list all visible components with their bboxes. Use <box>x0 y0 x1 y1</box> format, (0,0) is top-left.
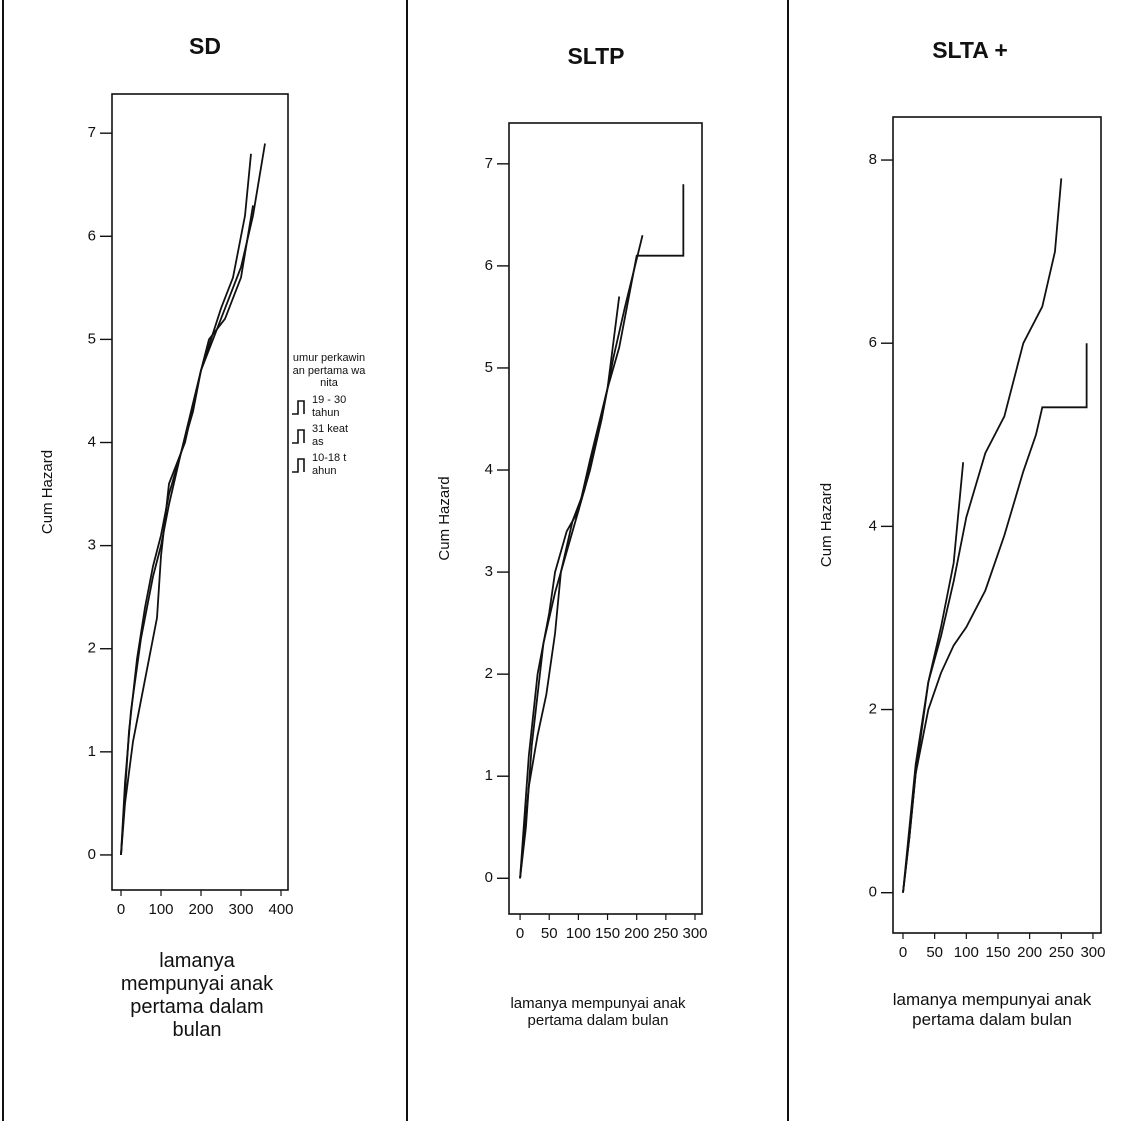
x-tick-label: 200 <box>624 925 649 942</box>
panel: SD 0 1 2 3 4 5 6 7 0 100 200 300 400 Cum Hazard lamanya… <box>39 33 368 1090</box>
legend-step-icon <box>292 430 304 443</box>
legend-title: umur perkawinan pertama wanita <box>290 352 368 390</box>
y-tick-label: 7 <box>88 124 96 141</box>
y-tick-label: 3 <box>88 537 96 554</box>
x-tick-label: 100 <box>566 925 591 942</box>
x-tick-label: 300 <box>228 901 253 918</box>
hazard-line <box>903 343 1087 892</box>
x-tick-label: 0 <box>117 901 125 918</box>
y-tick-label: 6 <box>88 227 96 244</box>
panel-title: SLTP <box>567 43 624 69</box>
x-tick-label: 150 <box>985 944 1010 961</box>
y-tick-label: 0 <box>485 869 493 886</box>
legend-item: 19 - 30 tahun <box>290 394 368 419</box>
y-tick-label: 2 <box>88 640 96 657</box>
y-tick-label: 1 <box>485 767 493 784</box>
x-axis-label-box: lamanya mempunyai anak pertama dalam bul… <box>112 950 282 1090</box>
chart: SD012345670100200300400Cum Hazardlamanya… <box>0 0 1136 1121</box>
hazard-line <box>121 205 253 855</box>
y-tick-label: 0 <box>88 846 96 863</box>
x-tick-label: 0 <box>899 944 907 961</box>
legend-step-icon <box>292 459 304 472</box>
legend-item: 10-18 tahun <box>290 452 368 477</box>
y-tick-label: 6 <box>485 257 493 274</box>
x-axis-label-box: lamanya mempunyai anak pertama dalam bul… <box>498 995 698 1121</box>
legend-swatch <box>290 427 312 445</box>
x-axis-label: lamanya mempunyai anak pertama dalam bul… <box>892 990 1092 1029</box>
plot-frame <box>509 123 702 914</box>
y-axis-label: Cum Hazard <box>436 476 453 560</box>
y-tick-label: 8 <box>869 151 877 168</box>
x-tick-label: 250 <box>1049 944 1074 961</box>
x-tick-label: 50 <box>926 944 943 961</box>
legend-swatch <box>290 398 312 416</box>
y-tick-label: 7 <box>485 155 493 172</box>
x-tick-label: 300 <box>682 925 707 942</box>
x-tick-label: 200 <box>188 901 213 918</box>
legend-label: 19 - 30 tahun <box>312 394 350 419</box>
x-axis-label: lamanya mempunyai anak pertama dalam bul… <box>112 950 282 1042</box>
y-tick-label: 2 <box>869 701 877 718</box>
y-axis-label: Cum Hazard <box>818 483 835 567</box>
y-axis-label: Cum Hazard <box>39 450 56 534</box>
y-tick-label: 1 <box>88 743 96 760</box>
y-tick-label: 0 <box>869 884 877 901</box>
legend-label: 10-18 tahun <box>312 452 350 477</box>
hazard-line <box>903 462 963 892</box>
x-tick-label: 0 <box>516 925 524 942</box>
hazard-line <box>121 143 265 854</box>
hazard-line <box>520 184 683 878</box>
hazard-line <box>520 235 642 878</box>
x-axis-label-box: lamanya mempunyai anak pertama dalam bul… <box>892 990 1092 1121</box>
x-tick-label: 250 <box>653 925 678 942</box>
legend-label: 31 keatas <box>312 423 350 448</box>
legend: umur perkawinan pertama wanita 19 - 30 ta… <box>290 352 368 478</box>
x-tick-label: 400 <box>268 901 293 918</box>
x-tick-label: 200 <box>1017 944 1042 961</box>
hazard-line <box>520 297 619 879</box>
hazard-line <box>903 178 1061 892</box>
legend-item: 31 keatas <box>290 423 368 448</box>
legend-box: umur perkawinan pertama wanita 19 - 30 ta… <box>290 352 368 612</box>
x-tick-label: 150 <box>595 925 620 942</box>
y-tick-label: 4 <box>869 517 877 534</box>
y-tick-label: 5 <box>88 330 96 347</box>
legend-swatch <box>290 456 312 474</box>
panel-title: SD <box>189 33 221 59</box>
legend-step-icon <box>292 401 304 414</box>
panel: SLTA + 0 2 4 6 8 0 50 100 150 200 250 300 Cum Hazard l… <box>818 37 1106 1121</box>
y-tick-label: 3 <box>485 563 493 580</box>
y-tick-label: 4 <box>88 433 96 450</box>
y-tick-label: 6 <box>869 334 877 351</box>
y-tick-label: 2 <box>485 665 493 682</box>
plot-frame <box>112 94 288 890</box>
page: {"chart_data": [ {"type": "line", "title… <box>0 0 1136 1121</box>
x-axis-label: lamanya mempunyai anak pertama dalam bul… <box>498 995 698 1030</box>
hazard-line <box>121 154 251 855</box>
x-tick-label: 100 <box>954 944 979 961</box>
y-tick-label: 4 <box>485 461 493 478</box>
x-tick-label: 50 <box>541 925 558 942</box>
x-tick-label: 300 <box>1080 944 1105 961</box>
x-tick-label: 100 <box>148 901 173 918</box>
plot-frame <box>893 117 1101 933</box>
panel-title: SLTA + <box>932 37 1008 63</box>
y-tick-label: 5 <box>485 359 493 376</box>
